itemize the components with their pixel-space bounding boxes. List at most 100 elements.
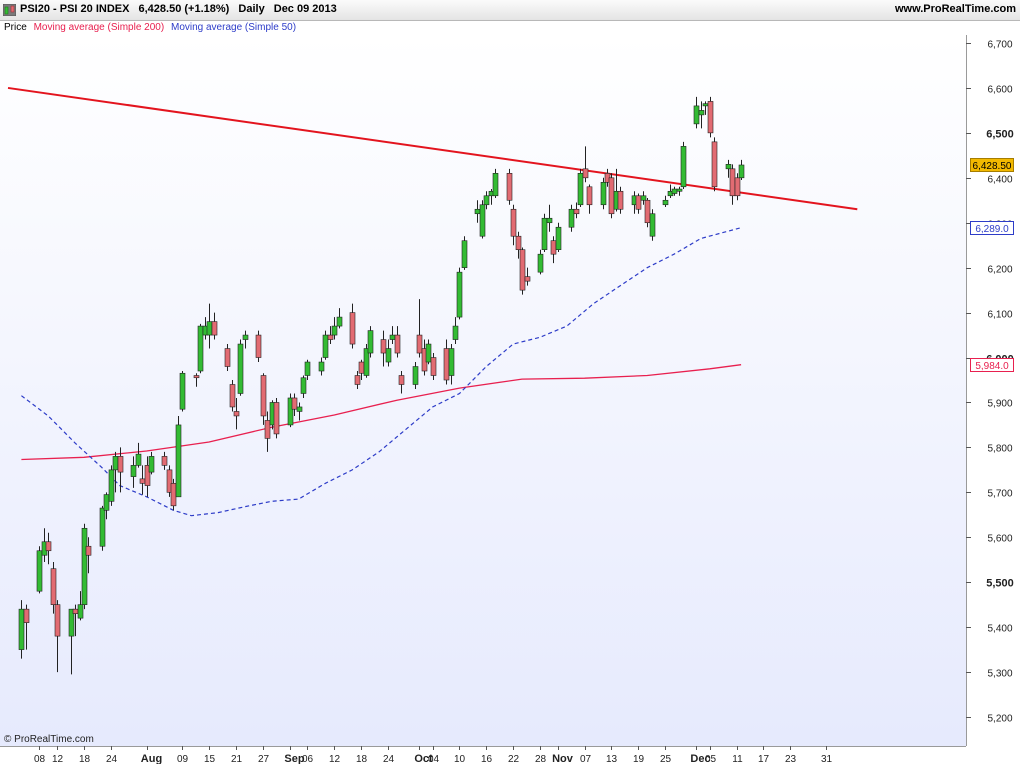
candle-body bbox=[304, 361, 311, 376]
candle-down bbox=[291, 393, 298, 416]
candle-up bbox=[363, 344, 370, 378]
candle-down bbox=[54, 600, 61, 673]
candle-body bbox=[635, 195, 642, 210]
candle-body bbox=[193, 375, 200, 379]
candle-up bbox=[738, 159, 745, 181]
price-tick-label: 5,600 bbox=[987, 534, 1012, 545]
candle-body bbox=[479, 204, 486, 237]
candle-body bbox=[385, 348, 392, 363]
candle-body bbox=[461, 240, 468, 268]
copyright-notice: © ProRealTime.com bbox=[4, 734, 94, 745]
legend-ma200[interactable]: Moving average (Simple 200) bbox=[33, 22, 165, 33]
candlestick-icon bbox=[3, 4, 16, 16]
candle-body bbox=[291, 397, 298, 410]
candle-down bbox=[394, 326, 401, 358]
candle-down bbox=[211, 312, 218, 340]
candle-body bbox=[640, 195, 647, 201]
candle-body bbox=[649, 213, 656, 237]
candle-body bbox=[550, 240, 557, 255]
price-tick-label: 6,500 bbox=[986, 129, 1014, 141]
candle-body bbox=[711, 141, 718, 188]
price-tick-label: 6,200 bbox=[987, 265, 1012, 276]
candle-body bbox=[702, 103, 709, 107]
candle-up bbox=[555, 222, 562, 252]
candle-up bbox=[461, 236, 468, 270]
candle-body bbox=[676, 188, 683, 192]
candle-up bbox=[175, 415, 182, 498]
time-tick-label: 09 bbox=[177, 754, 189, 764]
price-tick-label: 5,900 bbox=[987, 399, 1012, 410]
candle-down bbox=[380, 330, 387, 367]
price-axis[interactable]: 5,200 5,300 5,400 5,500 5,600 5,700 5,800 5,900… bbox=[966, 40, 1014, 725]
candle-up bbox=[541, 213, 548, 252]
candle-body bbox=[170, 483, 177, 507]
candle-body bbox=[331, 325, 338, 336]
candle-up bbox=[412, 362, 419, 389]
legend-ma50[interactable]: Moving average (Simple 50) bbox=[170, 22, 297, 33]
candle-body bbox=[287, 397, 294, 426]
candle-body bbox=[300, 377, 307, 394]
candle-body bbox=[698, 110, 705, 116]
candle-down bbox=[398, 371, 405, 394]
candle-up bbox=[546, 204, 553, 232]
candle-body bbox=[148, 456, 155, 473]
candle-body bbox=[483, 195, 490, 206]
candle-up bbox=[242, 330, 249, 349]
time-tick-label: Aug bbox=[141, 753, 162, 764]
candle-body bbox=[546, 217, 553, 224]
candle-body bbox=[85, 545, 92, 556]
candle-up bbox=[296, 402, 303, 421]
website-link[interactable]: www.ProRealTime.com bbox=[894, 3, 1016, 15]
time-tick-label: Nov bbox=[552, 753, 574, 764]
time-tick-label: 21 bbox=[231, 754, 243, 764]
time-tick-label: 19 bbox=[633, 754, 645, 764]
candle-up bbox=[99, 505, 106, 551]
price-tick-label: 6,700 bbox=[987, 40, 1012, 51]
candle-body bbox=[524, 276, 531, 282]
candle-up bbox=[385, 339, 392, 367]
candle-up bbox=[680, 141, 687, 190]
candle-up bbox=[68, 608, 75, 675]
candle-body bbox=[130, 465, 137, 477]
candle-body bbox=[555, 226, 562, 250]
candle-down bbox=[416, 299, 423, 358]
plot-area[interactable] bbox=[0, 35, 966, 746]
time-tick-label: 08 bbox=[34, 754, 46, 764]
candle-body bbox=[680, 146, 687, 188]
time-tick-label: 05 bbox=[705, 754, 717, 764]
candle-down bbox=[117, 447, 124, 493]
candle-down bbox=[608, 173, 615, 219]
time-tick-label: Dec bbox=[690, 753, 710, 764]
candle-body bbox=[112, 456, 119, 471]
candle-body bbox=[322, 334, 329, 358]
candle-body bbox=[318, 361, 325, 372]
time-tick-label: 07 bbox=[580, 754, 592, 764]
candle-body bbox=[68, 608, 75, 637]
candle-up bbox=[287, 393, 294, 428]
candle-down bbox=[519, 247, 526, 295]
candle-up bbox=[492, 168, 499, 199]
candle-body bbox=[398, 375, 405, 385]
candle-body bbox=[77, 604, 84, 619]
candle-down bbox=[354, 371, 361, 389]
candle-down bbox=[327, 326, 334, 345]
time-tick-label: 12 bbox=[52, 754, 64, 764]
candle-body bbox=[108, 469, 115, 502]
candle-body bbox=[456, 271, 463, 318]
candle-body bbox=[448, 348, 455, 376]
candle-up bbox=[130, 456, 137, 488]
candle-body bbox=[617, 190, 624, 210]
candle-up bbox=[18, 600, 25, 659]
candle-down bbox=[161, 451, 168, 470]
candle-body bbox=[161, 456, 168, 466]
candle-body bbox=[573, 208, 580, 215]
candle-body bbox=[273, 402, 280, 435]
ma50-layer bbox=[21, 227, 742, 517]
candle-body bbox=[506, 173, 513, 201]
instrument-title: PSI20 - PSI 20 INDEX 6,428.50 (+1.18%) D… bbox=[20, 3, 343, 15]
legend-price[interactable]: Price bbox=[4, 22, 27, 33]
candle-body bbox=[166, 469, 173, 493]
candle-body bbox=[99, 507, 106, 547]
